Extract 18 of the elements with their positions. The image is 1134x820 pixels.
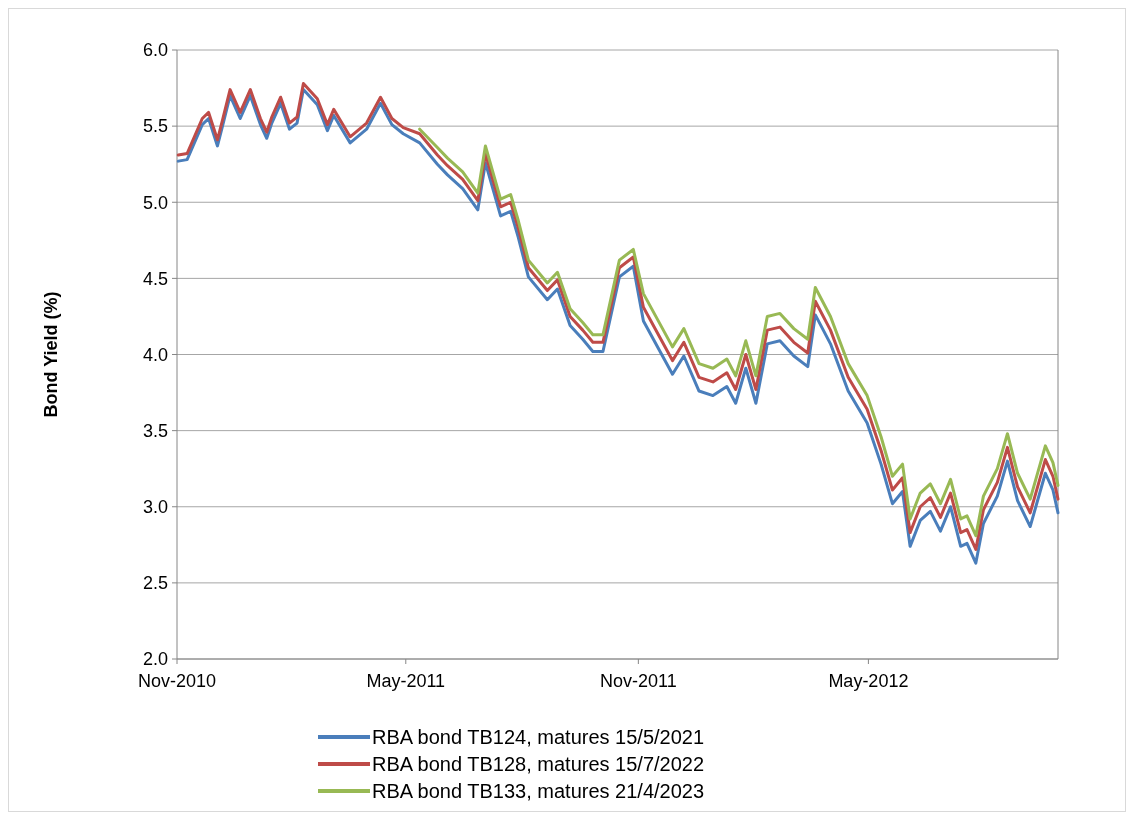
x-tick-label: Nov-2011: [600, 671, 677, 691]
y-axis-title: Bond Yield (%): [41, 291, 61, 418]
legend-label: RBA bond TB133, matures 21/4/2023: [372, 780, 705, 802]
x-tick-label: Nov-2010: [137, 671, 217, 691]
y-tick-label: 2.5: [142, 573, 168, 594]
y-tick-label: 5.5: [142, 116, 168, 137]
y-tick-label: 2.0: [142, 649, 168, 670]
y-tick-label: 3.0: [142, 497, 168, 518]
y-tick-label: 3.5: [142, 420, 168, 441]
legend-label: RBA bond TB124, matures 15/5/2021: [372, 726, 705, 748]
x-tick-label: May-2012: [828, 671, 909, 691]
y-tick-label: 6.0: [142, 40, 168, 61]
y-tick-label: 4.5: [142, 268, 168, 289]
x-tick-label: May-2011: [366, 671, 446, 691]
legend-label: RBA bond TB128, matures 15/7/2022: [372, 753, 705, 775]
y-tick-label: 5.0: [142, 192, 168, 213]
y-tick-label: 4.0: [142, 344, 168, 365]
line-series: [418, 127, 1060, 538]
